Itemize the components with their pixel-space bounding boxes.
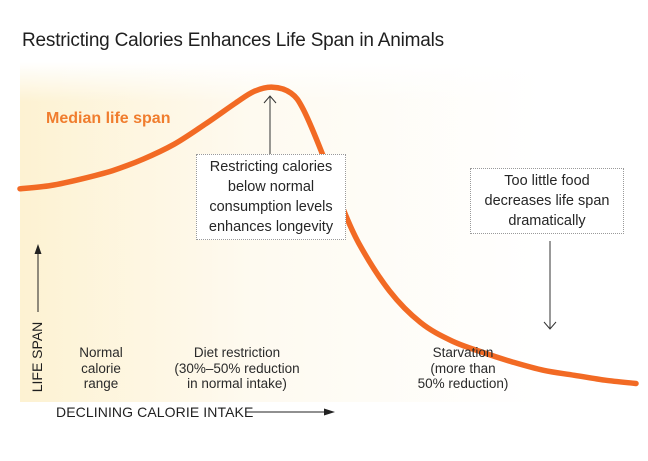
plot-background-fade (20, 62, 540, 102)
x-axis-label: DECLINING CALORIE INTAKE (56, 404, 254, 420)
annotation-restricting-calories: Restricting calories below normal consum… (196, 154, 346, 240)
region-label-starvation: Starvation (more than 50% reduction) (400, 345, 526, 392)
x-axis-arrowhead (324, 408, 335, 416)
region-label-normal: Normal calorie range (66, 345, 136, 392)
annotation-text-restricting-calories: Restricting calories below normal consum… (208, 159, 334, 235)
series-line-median-life-span (17, 84, 639, 387)
region-label-diet-restriction: Diet restriction (30%–50% reduction in n… (162, 345, 312, 392)
annotation-arrow-2-head (543, 321, 557, 330)
annotation-too-little-food: Too little food decreases life span dram… (470, 168, 624, 234)
annotation-arrow-1-head (263, 95, 277, 104)
chart-title: Restricting Calories Enhances Life Span … (22, 30, 444, 51)
region-text-starvation: Starvation (more than 50% reduction) (417, 345, 509, 391)
y-axis-arrowhead (34, 244, 42, 254)
region-text-diet-restriction: Diet restriction (30%–50% reduction in n… (174, 345, 300, 391)
region-text-normal: Normal calorie range (79, 345, 123, 391)
y-axis-label: LIFE SPAN (29, 321, 45, 393)
annotation-text-too-little-food: Too little food decreases life span dram… (484, 173, 610, 229)
series-label-median-life-span: Median life span (46, 110, 171, 127)
